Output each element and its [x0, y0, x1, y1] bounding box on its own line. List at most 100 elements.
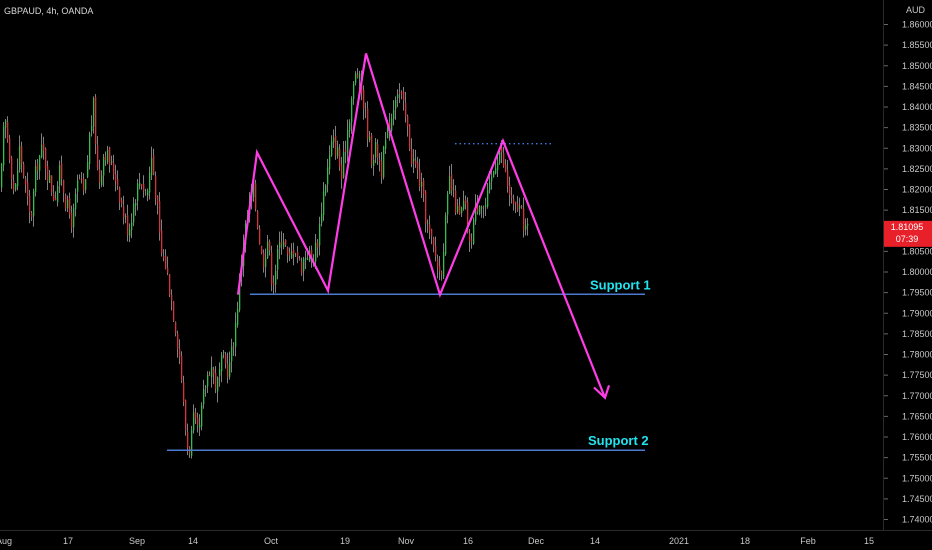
- candle-body: [45, 148, 47, 169]
- candle-body: [53, 193, 55, 201]
- candle-body: [307, 258, 309, 260]
- candle-body: [279, 242, 281, 249]
- candle-body: [333, 137, 335, 143]
- price-tick-label: 1.86000: [902, 20, 932, 30]
- candle-body: [75, 193, 77, 209]
- candle-body: [413, 158, 415, 162]
- candle-body: [65, 195, 67, 209]
- candle-body: [43, 143, 45, 151]
- price-tick-label: 1.75000: [902, 473, 932, 483]
- candle-body: [415, 160, 417, 165]
- candle-body: [29, 195, 31, 212]
- candle-body: [503, 152, 505, 167]
- candle-body: [233, 347, 235, 349]
- candle-body: [179, 348, 181, 357]
- candle-body: [437, 258, 439, 268]
- candle-body: [177, 333, 179, 349]
- candle-body: [481, 207, 483, 209]
- time-tick-label: Oct: [264, 536, 279, 546]
- candle-body: [133, 203, 135, 223]
- candle-body: [103, 157, 105, 176]
- candle-body: [193, 412, 195, 431]
- candle-body: [291, 251, 293, 258]
- candle-body: [401, 92, 403, 94]
- candle-body: [281, 241, 283, 245]
- candle-body: [469, 234, 471, 241]
- price-tick-label: 1.82000: [902, 185, 932, 195]
- candle-body: [445, 215, 447, 255]
- candle-body: [253, 181, 255, 198]
- candle-body: [157, 196, 159, 204]
- candle-body: [121, 200, 123, 204]
- candle-body: [463, 200, 465, 210]
- candle-body: [1, 163, 3, 188]
- candle-body: [517, 203, 519, 211]
- candle-body: [449, 176, 451, 194]
- candle-body: [57, 186, 59, 203]
- candle-body: [363, 90, 365, 109]
- price-tick-label: 1.79000: [902, 308, 932, 318]
- candle-body: [397, 94, 399, 99]
- candle-body: [109, 147, 111, 165]
- candle-body: [217, 377, 219, 392]
- candle-body: [501, 147, 503, 153]
- price-tick-label: 1.84000: [902, 102, 932, 112]
- candle-body: [25, 178, 27, 185]
- time-tick-label: Sep: [129, 536, 145, 546]
- price-tick-label: 1.85000: [902, 61, 932, 71]
- candle-body: [387, 124, 389, 139]
- candle-body: [271, 252, 273, 285]
- candle-body: [381, 160, 383, 178]
- candle-body: [147, 190, 149, 196]
- candle-body: [107, 149, 109, 163]
- candle-body: [215, 372, 217, 390]
- candle-body: [145, 193, 147, 195]
- time-tick-label: 2021: [669, 536, 689, 546]
- time-axis[interactable]: Aug 17 Sep 14 Oct 19 Nov 16 Dec 14 2021 18 Feb 15: [0, 536, 874, 546]
- price-tick-label: 1.76500: [902, 411, 932, 421]
- candle-body: [509, 185, 511, 195]
- candle-body: [365, 110, 367, 111]
- candle-body: [117, 179, 119, 186]
- candle-body: [369, 136, 371, 141]
- symbol-header[interactable]: GBPAUD, 4h, OANDA: [4, 6, 93, 16]
- candle-body: [197, 417, 199, 426]
- candle-body: [359, 73, 361, 79]
- time-tick-label: Dec: [528, 536, 545, 546]
- candle-body: [27, 182, 29, 197]
- candle-body: [299, 258, 301, 260]
- candle-body: [433, 237, 435, 247]
- price-tick-label: 1.77500: [902, 370, 932, 380]
- candle-body: [225, 354, 227, 364]
- candle-body: [239, 277, 241, 310]
- head-and-shoulders-pattern-line[interactable]: [236, 53, 607, 399]
- candle-body: [355, 73, 357, 84]
- candle-body: [497, 163, 499, 170]
- candle-body: [123, 205, 125, 218]
- candle-body: [373, 159, 375, 166]
- candle-body: [489, 181, 491, 191]
- candle-body: [9, 138, 11, 160]
- candle-body: [439, 265, 441, 272]
- candle-body: [35, 165, 37, 193]
- candle-body: [383, 146, 385, 178]
- candle-body: [353, 83, 355, 100]
- current-price-tag: 1.81095 07:39: [884, 220, 932, 247]
- price-tick-label: 1.80500: [902, 246, 932, 256]
- candle-body: [91, 125, 93, 132]
- candle-body: [285, 239, 287, 246]
- candle-body: [137, 183, 139, 202]
- candle-body: [435, 246, 437, 257]
- candle-body: [101, 175, 103, 185]
- candle-body: [499, 149, 501, 164]
- candle-body: [229, 361, 231, 377]
- candle-body: [507, 170, 509, 187]
- candle-body: [521, 205, 523, 207]
- candle-body: [67, 199, 69, 209]
- candle-body: [289, 252, 291, 256]
- candle-body: [221, 354, 223, 372]
- candle-body: [207, 374, 209, 387]
- candle-body: [375, 142, 377, 158]
